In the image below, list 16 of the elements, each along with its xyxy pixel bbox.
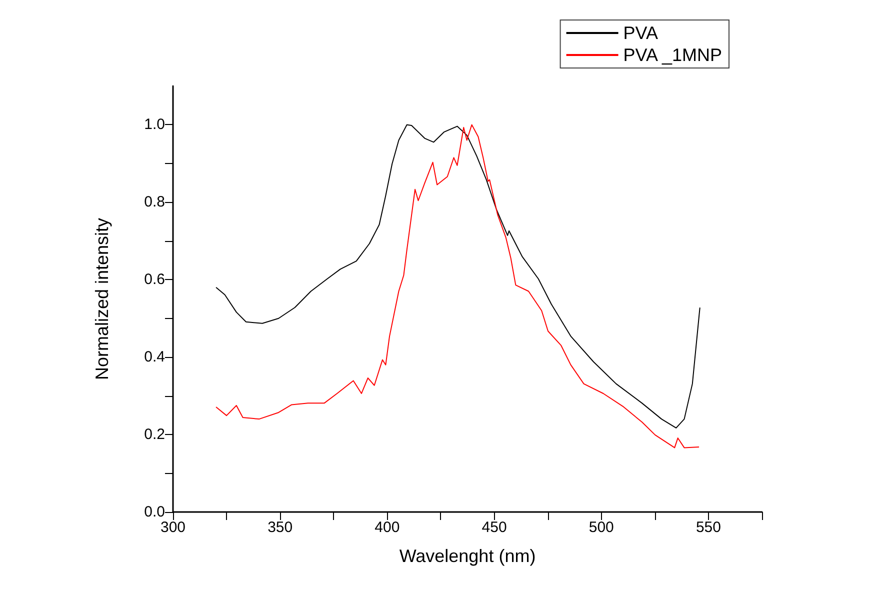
x-tick-label: 450: [482, 519, 507, 536]
y-tick-label: 0.0: [144, 504, 165, 520]
x-tick-label: 350: [268, 519, 293, 536]
x-tick-label: 500: [588, 519, 614, 536]
y-axis-title: Normalized intensity: [92, 218, 112, 380]
x-tick-label: 550: [696, 519, 721, 536]
y-tick-label: 0.6: [144, 271, 165, 288]
x-axis-title: Wavelenght (nm): [399, 546, 536, 566]
x-tick-label: 400: [374, 519, 400, 536]
y-tick-label: 0.4: [144, 348, 165, 366]
y-tick-label: 1.0: [144, 116, 165, 134]
legend-label: PVA: [623, 23, 658, 43]
legend-label: PVA _1MNP: [623, 45, 722, 65]
y-tick-label: 0.8: [144, 194, 165, 211]
y-tick-label: 0.2: [144, 426, 165, 444]
x-tick-label: 300: [160, 519, 186, 536]
